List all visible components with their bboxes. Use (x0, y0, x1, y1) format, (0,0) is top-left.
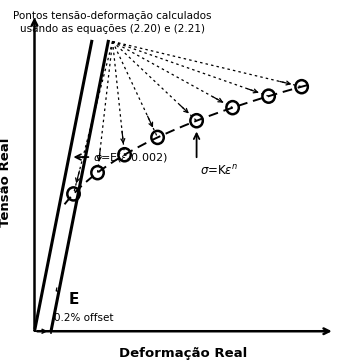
Text: 0.2% offset: 0.2% offset (54, 313, 114, 323)
Text: Tensão Real: Tensão Real (0, 137, 12, 227)
Text: Pontos tensão-deformação calculados: Pontos tensão-deformação calculados (13, 11, 212, 21)
Text: E: E (69, 292, 79, 307)
Text: $\sigma$=K$\varepsilon$$^n$: $\sigma$=K$\varepsilon$$^n$ (200, 164, 238, 178)
Text: Deformação Real: Deformação Real (119, 347, 247, 360)
Text: usando as equações (2.20) e (2.21): usando as equações (2.20) e (2.21) (20, 24, 205, 34)
Text: $\sigma$=E($\varepsilon$-0.002): $\sigma$=E($\varepsilon$-0.002) (93, 151, 168, 163)
